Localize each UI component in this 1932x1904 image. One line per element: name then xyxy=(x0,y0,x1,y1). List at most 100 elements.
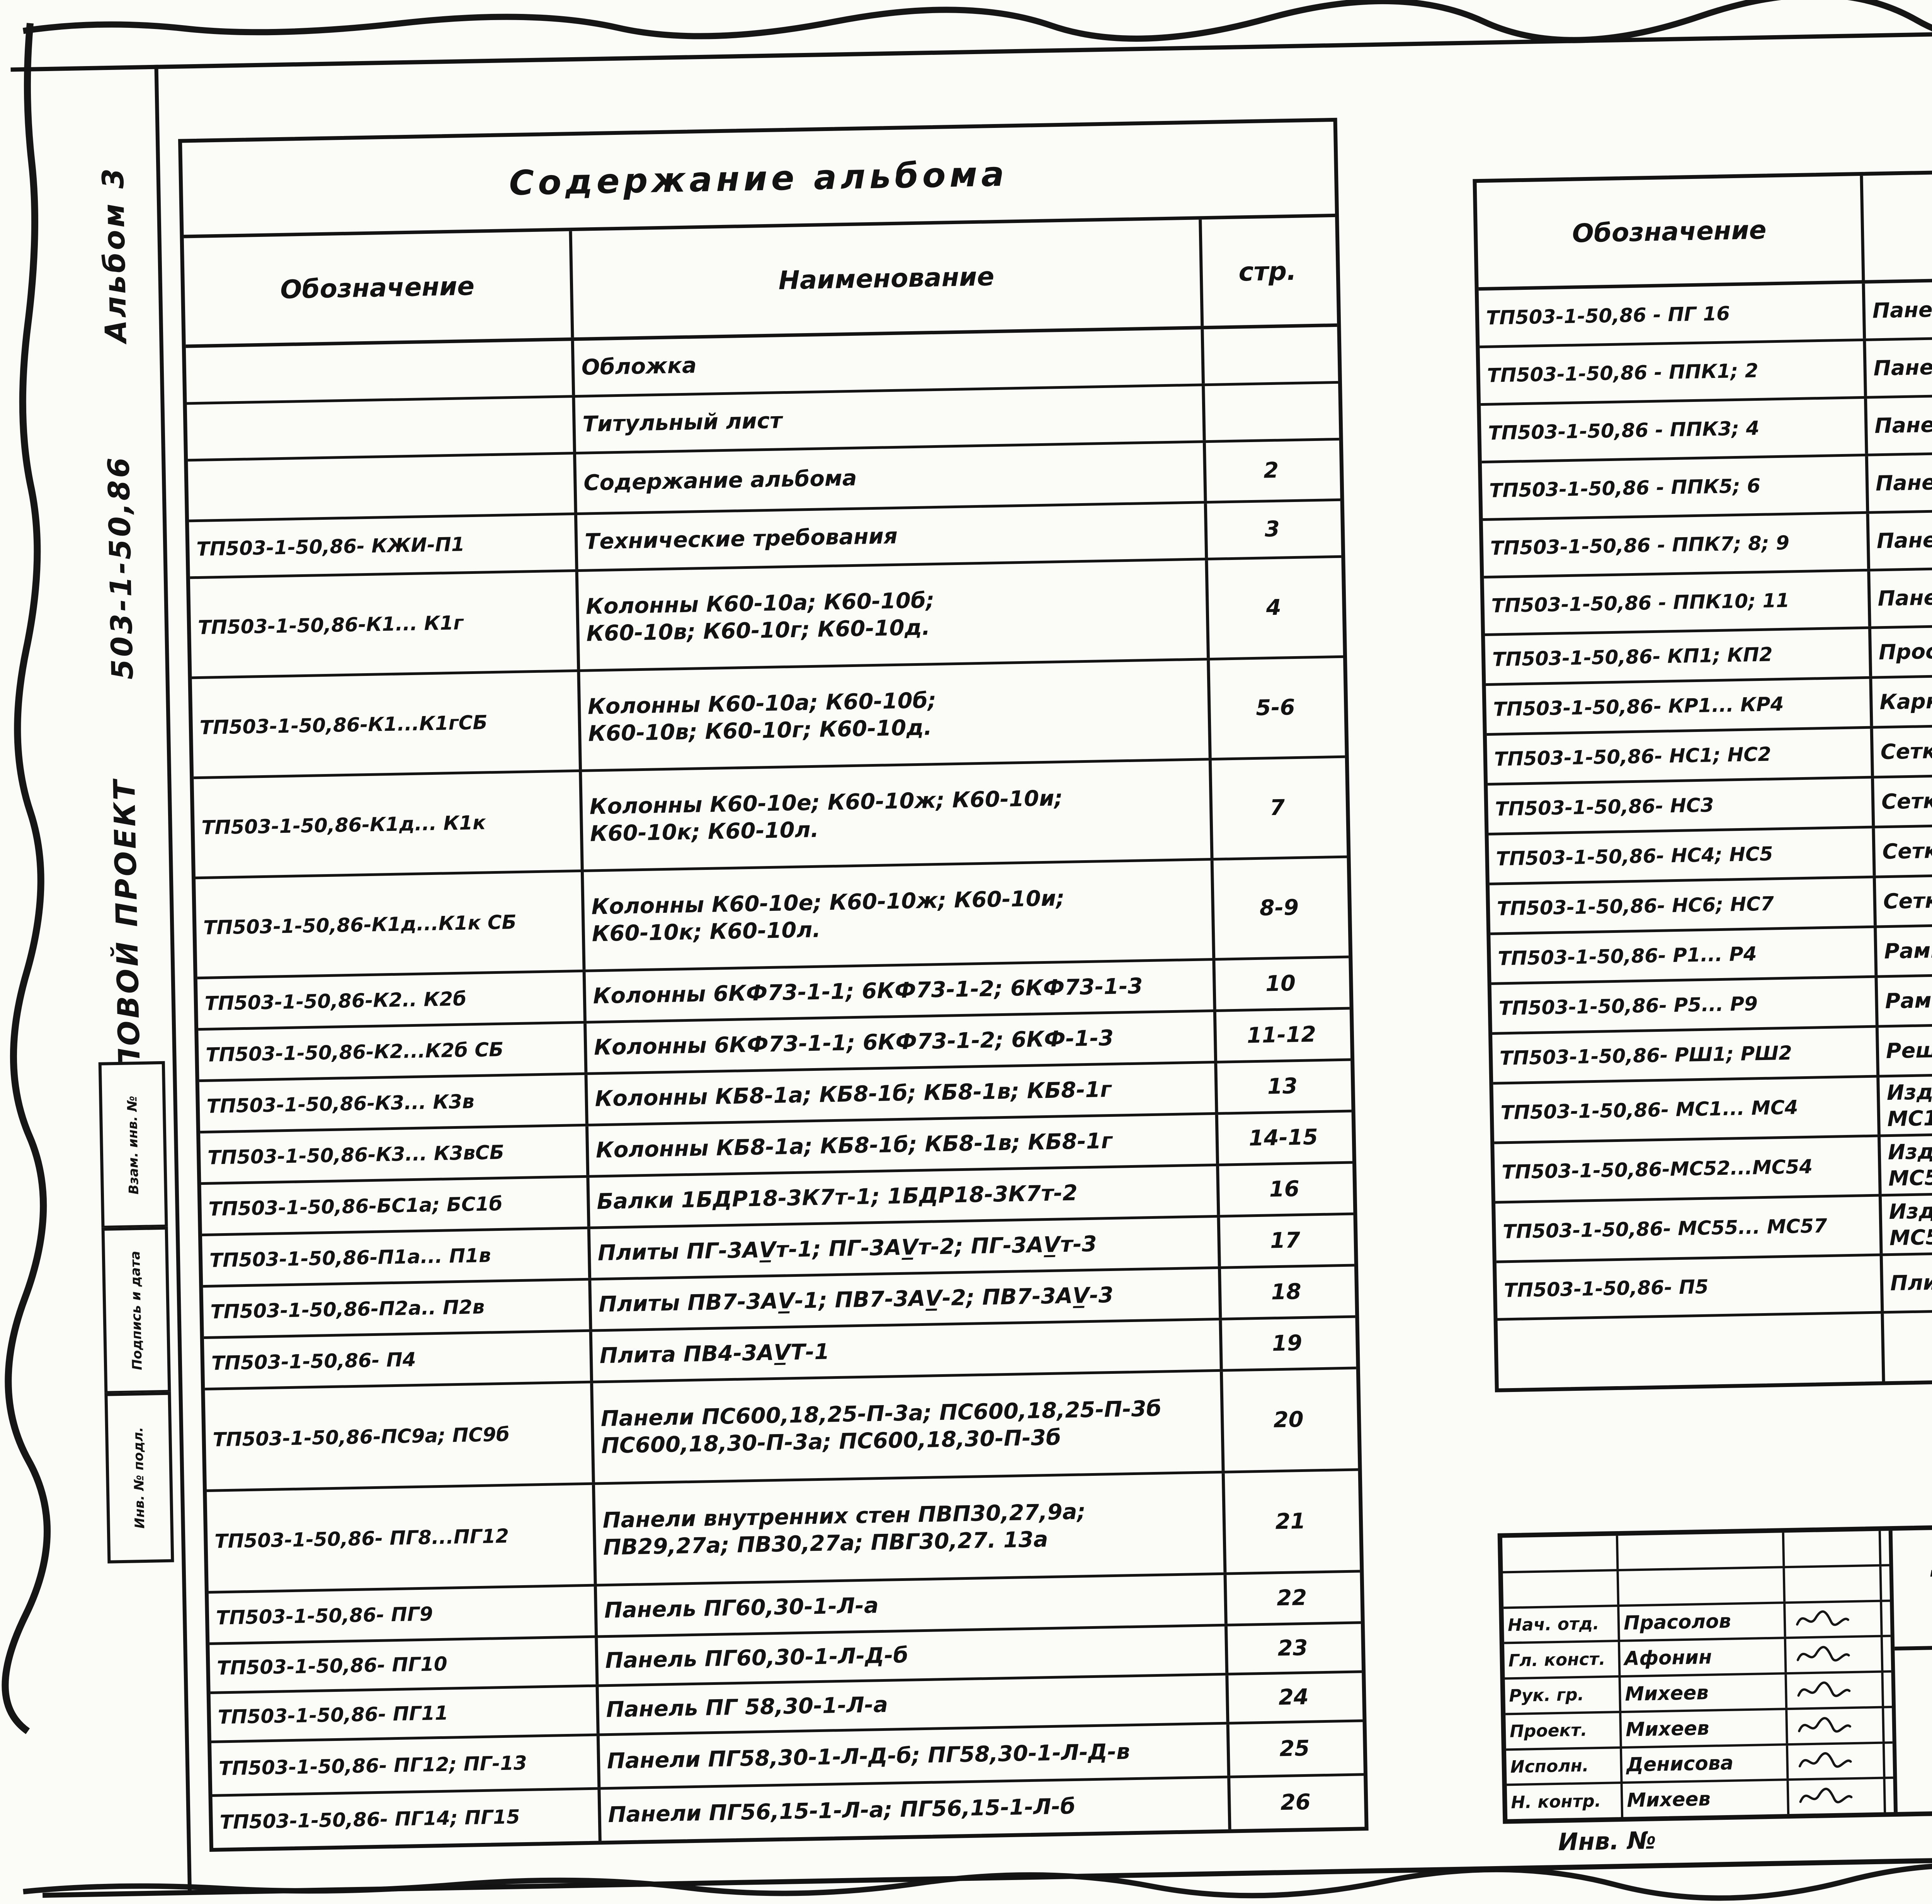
staff-name: Михеев xyxy=(1622,1781,1790,1817)
staff-row: Н. контр. Михеев xyxy=(1507,1779,1894,1819)
cell-designation: ТП503-1-50,86- КЖИ-П1 xyxy=(189,515,578,577)
cell-name: Изделия соединительные МС55; МС56; МС57 xyxy=(1881,1186,1932,1254)
empty-cell xyxy=(1881,1566,1890,1599)
cell-page: 10 xyxy=(1265,971,1296,997)
date-cell xyxy=(1885,1744,1893,1777)
margin-code-label: 503-1-50,86 xyxy=(101,454,140,680)
header-name: Наименование xyxy=(1863,165,1932,280)
cell-name: Титульный лист xyxy=(575,386,1206,452)
cell-designation: ТП503-1-50,86 - ППК3; 4 xyxy=(1481,398,1868,461)
cell-designation: ТП503-1-50,86-К1д...К1к СБ xyxy=(196,872,586,977)
cell-page: 11-12 xyxy=(1247,1022,1316,1048)
date-cell xyxy=(1884,1708,1893,1741)
cell-designation xyxy=(1497,1314,1885,1388)
title-block-staff-table: Нач. отд. Прасолов Гл. конст. Афонин Рук. гр… xyxy=(1502,1531,1898,1819)
cell-page: 16 xyxy=(1269,1176,1300,1202)
cell-page: 4 xyxy=(1266,595,1282,621)
signature xyxy=(1786,1637,1884,1673)
cell-designation: ТП503-1-50,86 - ППК10; 11 xyxy=(1484,571,1871,633)
empty-cell xyxy=(1881,1531,1889,1564)
cell-designation: ТП503-1-50,86- НС4; НС5 xyxy=(1488,828,1876,883)
contents-table-right: Обозначение Наименование стр ТП503-1-50,… xyxy=(1473,159,1932,1392)
cell-designation: ТП503-1-50,86- Р5... Р9 xyxy=(1491,978,1879,1032)
staff-row: Гл. конст. Афонин xyxy=(1504,1637,1891,1680)
margin-album-label: Альбом 3 xyxy=(95,165,134,343)
date-cell xyxy=(1883,1637,1891,1670)
empty-cell xyxy=(1784,1531,1882,1566)
cell-name: Изделия соединительные МС52; МС53; МС54 xyxy=(1881,1126,1932,1194)
cell-designation: ТП503-1-50,86- МС55... МС57 xyxy=(1495,1196,1883,1261)
cell-page: 20 xyxy=(1273,1407,1304,1433)
staff-row: Исполн. Денисова xyxy=(1506,1743,1893,1786)
staff-role: Проект. xyxy=(1505,1713,1622,1748)
contents-table-left: Содержание альбома Обозначение Наименова… xyxy=(178,117,1369,1852)
cell-page: 5-6 xyxy=(1255,695,1296,721)
table-header-row: Обозначение Наименование стр xyxy=(1476,163,1932,291)
staff-row: Нач. отд. Прасолов xyxy=(1503,1601,1891,1644)
title-block-code-band: ТП 503-1-50.86 КЖИ xyxy=(1892,1517,1932,1651)
cell-designation: ТП503-1-50,86-К2.. К2б xyxy=(197,972,587,1028)
empty-cell xyxy=(1619,1568,1786,1605)
date-cell xyxy=(1885,1779,1894,1812)
cell-page: 23 xyxy=(1277,1635,1308,1661)
staff-row: Проект. Михеев xyxy=(1505,1708,1893,1751)
cell-designation xyxy=(187,398,576,459)
document-title: Содержание альбома xyxy=(1895,1643,1932,1812)
cell-designation: ТП503-1-50,86 - ПГ 16 xyxy=(1478,283,1866,346)
cell-page: 18 xyxy=(1271,1279,1302,1305)
cell-name: Панели ПС600,18,25-П-3а; ПС600,18,25-П-3… xyxy=(593,1371,1225,1482)
cell-name: Изделия соединительные МС1; МС2; МС3; МС… xyxy=(1879,1067,1932,1135)
cell-name: Обложка xyxy=(574,329,1205,395)
cell-designation: ТП503-1-50,86- КР1... КР4 xyxy=(1486,679,1873,733)
cell-page: 3 xyxy=(1264,516,1280,542)
cell-designation: ТП503-1-50,86-П1а... П1в xyxy=(202,1229,592,1285)
staff-name: Денисова xyxy=(1622,1745,1789,1782)
cell-page: 8-9 xyxy=(1259,895,1299,921)
cell-name: Колонны К60-10а; К60-10б; К60-10в; К60-1… xyxy=(580,660,1212,769)
cell-designation: ТП503-1-50,86-П2а.. П2в xyxy=(203,1280,592,1337)
cell-designation: ТП503-1-50,86- Р1... Р4 xyxy=(1490,928,1878,982)
cell-name: Содержание альбома xyxy=(576,443,1207,512)
cell-name: Технические требования xyxy=(577,504,1208,569)
staff-role: Рук. гр. xyxy=(1505,1678,1622,1713)
cell-designation: ТП503-1-50,86 - ППК5; 6 xyxy=(1481,456,1869,519)
cell-designation: ТП503-1-50,86- ПГ11 xyxy=(210,1687,600,1741)
cell-name: Колонны К60-10е; К60-10ж; К60-10и; К60-1… xyxy=(583,860,1216,970)
cell-designation: ТП503-1-50,86-БС1а; БС1б xyxy=(201,1177,590,1234)
staff-role: Исполн. xyxy=(1506,1748,1623,1784)
cell-page: 2 xyxy=(1263,458,1279,483)
signature xyxy=(1786,1602,1883,1637)
cell-page: 13 xyxy=(1267,1074,1298,1099)
margin-stamp-box: Взам. инв. № xyxy=(98,1061,168,1229)
cell-page: 22 xyxy=(1276,1585,1307,1611)
staff-name: Михеев xyxy=(1621,1674,1788,1711)
cell-name: Панели внутренних стен ПВП30,27,9а; ПВ29… xyxy=(595,1473,1227,1584)
cell-designation: ТП503-1-50,86 - ППК7; 8; 9 xyxy=(1483,514,1871,576)
empty-cell xyxy=(1785,1566,1882,1601)
cell-designation: ТП503-1-50,86- НС6; НС7 xyxy=(1489,878,1877,932)
cell-page xyxy=(1205,384,1335,440)
empty-cell xyxy=(1503,1571,1620,1607)
cell-designation xyxy=(185,341,575,402)
signature xyxy=(1787,1673,1884,1708)
cell-designation: ТП503-1-50,86-МС52...МС54 xyxy=(1494,1137,1882,1201)
cell-designation: ТП503-1-50,86 - ППК1; 2 xyxy=(1480,341,1867,403)
empty-cell xyxy=(1618,1533,1785,1569)
cell-page: 21 xyxy=(1275,1508,1306,1535)
cell-designation: ТП503-1-50,86- ПГ14; ПГ15 xyxy=(212,1790,602,1848)
cell-designation: ТП503-1-50,86- ПГ8...ПГ12 xyxy=(207,1485,597,1591)
cell-designation xyxy=(188,454,577,520)
staff-name: Михеев xyxy=(1621,1710,1788,1746)
cell-designation: ТП503-1-50,86- НС1; НС2 xyxy=(1486,728,1874,783)
cell-designation: ТП503-1-50,86-К1д... К1к xyxy=(194,772,584,877)
table-row: ТП503-1-50,86-ПС9а; ПС9б Панели ПС600,18,… xyxy=(205,1369,1358,1492)
signature xyxy=(1787,1708,1885,1743)
cell-designation: ТП503-1-50,86- ПГ9 xyxy=(208,1586,598,1642)
empty-cell xyxy=(1502,1536,1619,1571)
cell-name: Колонны К60-10е; К60-10ж; К60-10и; К60-1… xyxy=(582,761,1214,869)
cell-name: Колонны К60-10а; К60-10б; К60-10в; К60-1… xyxy=(578,560,1210,669)
cell-page: 25 xyxy=(1279,1736,1310,1762)
header-page: стр. xyxy=(1238,256,1297,287)
cell-designation: ТП503-1-50,86-ПС9а; ПС9б xyxy=(205,1383,595,1489)
